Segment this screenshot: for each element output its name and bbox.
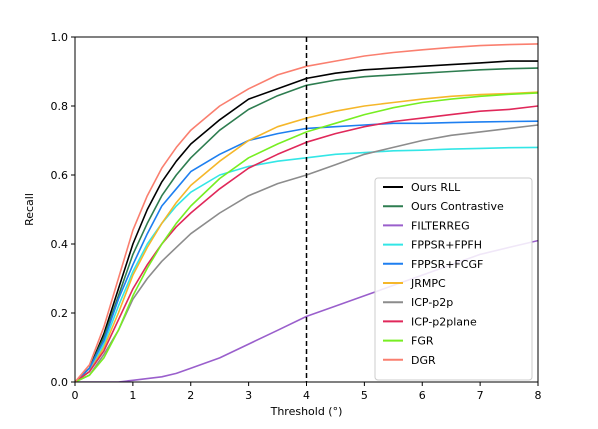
- y-tick-label: 0.2: [51, 307, 69, 320]
- series-line-4: [75, 146, 538, 382]
- series-line-1: [75, 60, 538, 382]
- x-tick-label: 5: [361, 389, 368, 402]
- series-line-10: [75, 43, 538, 382]
- y-tick-label: 0.8: [51, 100, 69, 113]
- y-tick-label: 1.0: [51, 31, 69, 44]
- x-axis-label: Threshold (°): [270, 405, 343, 418]
- series-line-2: [75, 67, 538, 382]
- series-line-9: [75, 92, 538, 382]
- legend: Ours RLL Ours Contrastive FILTERREG FPPSR+F…: [374, 177, 533, 381]
- legend-label: Ours Contrastive: [411, 200, 504, 213]
- x-tick-label: 3: [245, 389, 252, 402]
- x-tick-label: 7: [477, 389, 484, 402]
- legend-label: FILTERREG: [411, 219, 470, 232]
- legend-label: Ours RLL: [411, 181, 461, 194]
- legend-label: JRMPC: [410, 277, 446, 290]
- axes: 0 1 2 3 4 5 6 7 8 0.0 0.2 0.4 0.6 0.8 1.0 Threshold (°)…: [23, 31, 542, 418]
- y-axis-label: Recall: [23, 193, 36, 226]
- plot-area: [75, 37, 538, 382]
- legend-label: ICP-p2plane: [411, 315, 477, 328]
- x-tick-label: 0: [72, 389, 79, 402]
- y-tick-label: 0.0: [51, 376, 69, 389]
- legend-label: ICP-p2p: [411, 296, 453, 309]
- x-tick-label: 8: [535, 389, 542, 402]
- x-tick-label: 1: [129, 389, 136, 402]
- series-line-8: [75, 105, 538, 382]
- series-line-6: [75, 91, 538, 382]
- legend-label: DGR: [411, 354, 436, 367]
- legend-box: [374, 177, 533, 381]
- legend-label: FGR: [411, 335, 434, 348]
- y-tick-label: 0.6: [51, 169, 69, 182]
- x-tick-label: 2: [187, 389, 194, 402]
- y-tick-label: 0.4: [51, 238, 69, 251]
- legend-label: FPPSR+FCGF: [411, 258, 483, 271]
- legend-label: FPPSR+FPFH: [411, 239, 482, 252]
- x-tick-label: 4: [303, 389, 310, 402]
- x-tick-label: 6: [419, 389, 426, 402]
